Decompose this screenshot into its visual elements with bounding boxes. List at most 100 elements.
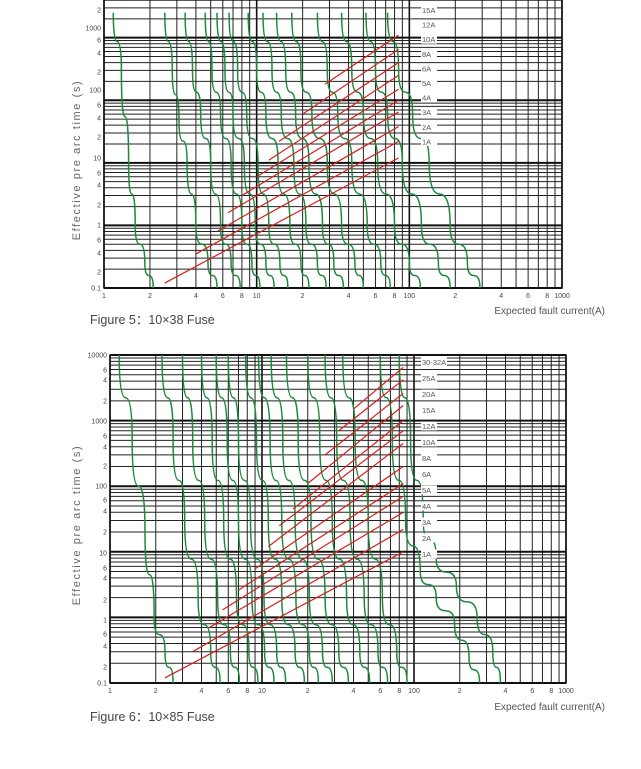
rating-label-30-32A: 30-32A [422,358,446,367]
y-tick-label: 1000 [91,419,107,426]
rating-label-bg [421,49,437,59]
figure-caption: Figure 5：10×38 Fuse [90,313,215,327]
y-tick-label: 4 [103,576,107,583]
green-curve-2A [161,354,221,684]
rating-label-bg [421,93,437,103]
y-tick-label: 2 [97,270,101,277]
x-tick-labels: 1 2 4 6 8 10 2 4 6 8 100 2 4 6 8 1000 [102,293,570,300]
rating-label-4A: 4A [422,94,431,103]
y-tick-label: 0.1 [97,681,107,688]
rating-label-bg [421,437,437,447]
x-tick-label: 8 [393,293,397,300]
rating-label-15A: 15A [422,6,435,15]
green-curve-3A [184,12,241,289]
y-tick-label: 2 [97,70,101,77]
x-tick-labels: 1 2 4 6 8 10 2 4 6 8 100 2 4 6 8 1000 [108,688,574,695]
rating-label-4A: 4A [422,502,431,511]
rating-label-bg [421,5,437,15]
y-tick-label: 4 [97,251,101,258]
y-axis-label: Effective pre arc time (s) [71,80,83,241]
y-tick-label: 6 [97,103,101,110]
x-tick-label: 100 [403,293,415,300]
y-tick-label: 4 [103,644,107,651]
x-tick-label: 2 [154,688,158,695]
green-curve-2A [164,12,218,289]
green-curve-10A [262,12,327,289]
x-axis-label: Expected fault current(A) [494,306,605,317]
red-line-3A [208,511,404,629]
rating-label-12A: 12A [422,21,435,30]
rating-label-bg [421,20,437,30]
rating-label-10A: 10A [422,438,435,447]
rating-label-1A: 1A [422,550,431,559]
x-tick-label: 8 [245,688,249,695]
red-lines [164,34,399,284]
red-line-8A [267,442,404,548]
rating-label-bg [421,136,437,146]
y-tick-label: 4 [97,51,101,58]
rating-label-20A: 20A [422,390,435,399]
red-line-5A [238,482,404,591]
red-line-3A [216,126,399,233]
green-curve-1A [112,12,154,289]
y-tick-label: 6 [103,368,107,375]
y-tick-label: 2 [97,203,101,210]
x-tick-label: 1000 [558,688,574,695]
red-line-10A [278,430,404,527]
x-tick-label: 2 [453,293,457,300]
rating-label-25A: 25A [422,374,435,383]
rating-label-2A: 2A [422,534,431,543]
y-tick-label: 6 [97,38,101,45]
y-tick-label: 100 [95,484,107,491]
figure-caption: Figure 6：10×85 Fuse [90,710,215,724]
red-line-1A [164,551,404,679]
red-line-5A [241,99,399,197]
green-curve-extra-12 [365,12,451,289]
chart-1: 15A 12A 10A 8A 6A 5A 4A 3A 2A 1A 2 1000 6 4 2 100 6 4 2 10 6… [71,0,605,327]
y-tick-label: 2 [103,530,107,537]
green-curve-8A [247,12,310,289]
rating-label-bg [421,469,437,479]
rating-label-8A: 8A [422,50,431,59]
red-line-1A [164,157,399,284]
green-curve-5A [216,12,275,289]
y-tick-label: 2 [103,464,107,471]
rating-label-bg [421,63,437,73]
y-tick-label: 1 [103,618,107,625]
rating-label-bg [421,405,437,415]
y-tick-label: 1 [97,223,101,230]
x-axis-label: Expected fault current(A) [494,702,605,713]
y-tick-label: 4 [103,445,107,452]
x-tick-label: 4 [194,293,198,300]
green-curve-12A [275,12,345,289]
x-tick-label: 6 [374,293,378,300]
rating-labels: 15A 12A 10A 8A 6A 5A 4A 3A 2A 1A [421,5,437,146]
green-curve-8A [244,354,306,684]
rating-label-3A: 3A [422,108,431,117]
y-tick-labels: 2 1000 6 4 2 100 6 4 2 10 6 4 2 1 6 4 2 0.1 [85,8,101,293]
y-axis-label: Effective pre arc time (s) [71,445,83,606]
x-tick-label: 8 [549,688,553,695]
y-tick-label: 2 [103,598,107,605]
green-curve-5A [215,354,275,684]
red-lines [164,366,404,679]
grid [103,0,563,289]
x-tick-label: 1 [108,688,112,695]
x-tick-label: 4 [347,293,351,300]
rating-label-10A: 10A [422,35,435,44]
green-curve-20A [307,354,371,684]
red-line-8A [268,74,399,161]
rating-label-bg [421,421,437,431]
rating-label-6A: 6A [422,64,431,73]
x-tick-label: 2 [458,688,462,695]
x-tick-label: 6 [530,688,534,695]
y-tick-label: 10 [93,156,101,163]
y-tick-label: 4 [97,116,101,123]
x-tick-label: 2 [306,688,310,695]
green-curve-extra-13 [386,12,481,289]
green-curve-4A [204,12,261,289]
y-tick-label: 4 [97,183,101,190]
y-tick-label: 0.1 [91,286,101,293]
green-curve-1A [118,354,174,684]
